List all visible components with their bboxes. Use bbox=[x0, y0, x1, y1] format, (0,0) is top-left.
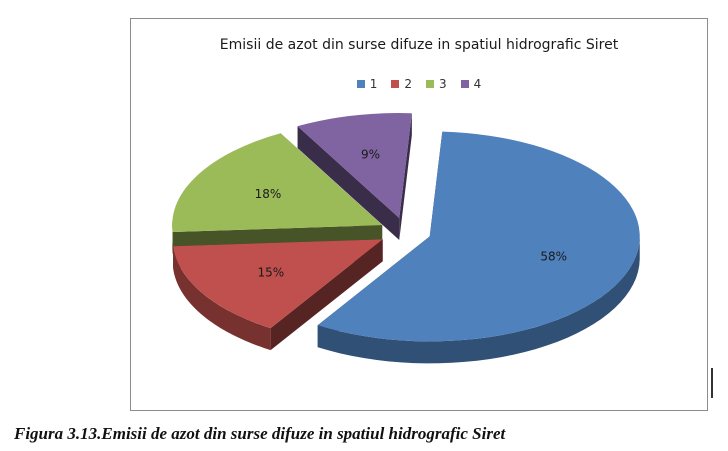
legend-label-1: 1 bbox=[369, 77, 378, 91]
pie-slice-top-4 bbox=[297, 113, 412, 219]
legend-swatch-3 bbox=[426, 80, 434, 88]
data-label-4: 9% bbox=[361, 148, 380, 162]
legend-item-3: 3 bbox=[426, 77, 447, 91]
legend-swatch-4 bbox=[460, 80, 469, 88]
data-label-2: 15% bbox=[257, 266, 284, 280]
pie-slice-4 bbox=[297, 113, 412, 241]
legend: 1 2 3 4 bbox=[131, 77, 707, 91]
pie-slice-rim-1 bbox=[317, 237, 640, 364]
pie-slice-wall-2-0 bbox=[270, 239, 383, 351]
pie-slice-1 bbox=[317, 131, 640, 364]
pie-slice-2 bbox=[173, 239, 383, 351]
pie-slice-rim-2 bbox=[173, 246, 271, 351]
pie-slice-wall-4-0 bbox=[297, 126, 400, 241]
legend-label-4: 4 bbox=[473, 77, 482, 91]
legend-item-2: 2 bbox=[391, 77, 412, 91]
pie-slice-top-3 bbox=[172, 133, 383, 233]
pie-slice-wall-4-1 bbox=[399, 113, 412, 241]
legend-item-1: 1 bbox=[356, 77, 378, 91]
legend-swatch-2 bbox=[391, 80, 400, 88]
pie-slice-top-1 bbox=[317, 131, 640, 342]
chart-title: Emisii de azot din surse difuze in spati… bbox=[219, 37, 619, 53]
legend-label-3: 3 bbox=[439, 77, 447, 91]
page-edge-mark bbox=[711, 368, 713, 398]
legend-item-4: 4 bbox=[460, 77, 482, 91]
legend-label-2: 2 bbox=[404, 77, 412, 91]
pie-slice-top-2 bbox=[173, 239, 383, 329]
data-label-3: 18% bbox=[255, 187, 282, 201]
data-label-1: 58% bbox=[540, 249, 567, 263]
legend-swatch-1 bbox=[356, 80, 365, 88]
figure-caption: Figura 3.13.Emisii de azot din surse dif… bbox=[14, 424, 506, 443]
